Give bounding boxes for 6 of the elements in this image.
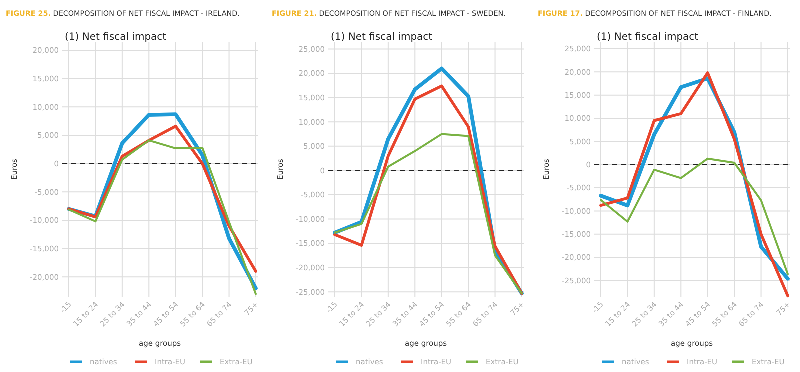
line-series xyxy=(600,158,789,276)
line-series xyxy=(68,140,257,296)
chart-subtitle: (1) Net fiscal impact xyxy=(65,32,167,43)
chart-subtitle: (1) Net fiscal impact xyxy=(331,32,433,43)
line-series xyxy=(334,133,523,295)
chart-subtitle: (1) Net fiscal impact xyxy=(597,32,699,43)
